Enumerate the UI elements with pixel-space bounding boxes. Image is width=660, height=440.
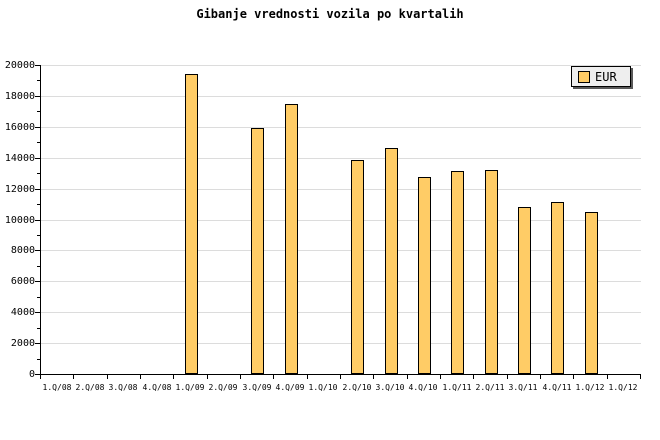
bar-4.Q/09 (285, 104, 298, 374)
x-tick (40, 375, 41, 379)
y-major-tick (35, 127, 40, 128)
y-axis-label: 8000 (10, 245, 35, 256)
y-axis-label: 14000 (4, 153, 35, 164)
legend: EUR (571, 66, 631, 87)
bar-3.Q/10 (385, 148, 398, 374)
x-tick (540, 375, 541, 379)
x-axis-label: 3.Q/10 (375, 383, 405, 392)
y-minor-tick (37, 266, 40, 267)
x-tick (340, 375, 341, 379)
y-axis-label: 10000 (4, 215, 35, 226)
x-axis-label: 1.Q/12 (608, 383, 638, 392)
gridline (41, 127, 641, 128)
x-axis-label: 1.Q/08 (42, 383, 72, 392)
bar-2.Q/11 (485, 170, 498, 374)
x-tick (407, 375, 408, 379)
y-axis-label: 6000 (10, 276, 35, 287)
y-axis-label: 2000 (10, 338, 35, 349)
gridline (41, 312, 641, 313)
x-axis-label: 1.Q/09 (175, 383, 205, 392)
x-axis-label: 4.Q/08 (142, 383, 172, 392)
y-axis-label: 18000 (4, 91, 35, 102)
x-axis-label: 2.Q/08 (75, 383, 105, 392)
bar-4.Q/10 (418, 177, 431, 374)
x-tick (73, 375, 74, 379)
plot-area (40, 65, 641, 375)
y-minor-tick (37, 204, 40, 205)
bar-1.Q/12 (585, 212, 598, 374)
x-axis-label: 1.Q/12 (575, 383, 605, 392)
x-tick (440, 375, 441, 379)
y-major-tick (35, 312, 40, 313)
x-tick (473, 375, 474, 379)
y-axis-label: 12000 (4, 184, 35, 195)
y-major-tick (35, 343, 40, 344)
gridline (41, 220, 641, 221)
chart-title: Gibanje vrednosti vozila po kvartalih (196, 7, 464, 21)
x-tick (173, 375, 174, 379)
x-axis-label: 1.Q/11 (442, 383, 472, 392)
x-axis-label: 2.Q/09 (208, 383, 238, 392)
gridline (41, 65, 641, 66)
x-axis-label: 4.Q/09 (275, 383, 305, 392)
y-minor-tick (37, 235, 40, 236)
y-axis-label: 4000 (10, 307, 35, 318)
y-minor-tick (37, 297, 40, 298)
x-tick (507, 375, 508, 379)
gridline (41, 158, 641, 159)
y-axis-label: 16000 (4, 122, 35, 133)
x-axis-label: 2.Q/10 (342, 383, 372, 392)
y-minor-tick (37, 111, 40, 112)
y-major-tick (35, 96, 40, 97)
x-tick (607, 375, 608, 379)
y-minor-tick (37, 359, 40, 360)
y-major-tick (35, 374, 40, 375)
x-tick (373, 375, 374, 379)
y-minor-tick (37, 173, 40, 174)
x-tick (307, 375, 308, 379)
y-minor-tick (37, 142, 40, 143)
x-axis-label: 2.Q/11 (475, 383, 505, 392)
bar-3.Q/11 (518, 207, 531, 374)
y-major-tick (35, 158, 40, 159)
y-axis-label: 20000 (4, 60, 35, 71)
bar-3.Q/09 (251, 128, 264, 374)
x-axis-label: 1.Q/10 (308, 383, 338, 392)
gridline (41, 96, 641, 97)
y-major-tick (35, 250, 40, 251)
x-tick (140, 375, 141, 379)
x-tick (240, 375, 241, 379)
y-major-tick (35, 281, 40, 282)
y-minor-tick (37, 80, 40, 81)
gridline (41, 281, 641, 282)
y-major-tick (35, 220, 40, 221)
x-axis-label: 3.Q/08 (108, 383, 138, 392)
bar-2.Q/10 (351, 160, 364, 374)
gridline (41, 189, 641, 190)
x-tick (573, 375, 574, 379)
gridline (41, 250, 641, 251)
y-minor-tick (37, 328, 40, 329)
x-axis-label: 4.Q/11 (542, 383, 572, 392)
x-tick (273, 375, 274, 379)
y-major-tick (35, 65, 40, 66)
x-tick (107, 375, 108, 379)
bar-1.Q/09 (185, 74, 198, 374)
y-major-tick (35, 189, 40, 190)
x-tick (207, 375, 208, 379)
y-axis-label: 0 (28, 369, 35, 380)
x-axis-label: 3.Q/09 (242, 383, 272, 392)
bar-1.Q/11 (451, 171, 464, 374)
x-axis-label: 3.Q/11 (508, 383, 538, 392)
x-tick (640, 375, 641, 379)
x-axis-label: 4.Q/10 (408, 383, 438, 392)
legend-label: EUR (595, 69, 617, 84)
bar-4.Q/11 (551, 202, 564, 374)
legend-swatch (578, 70, 590, 83)
gridline (41, 343, 641, 344)
